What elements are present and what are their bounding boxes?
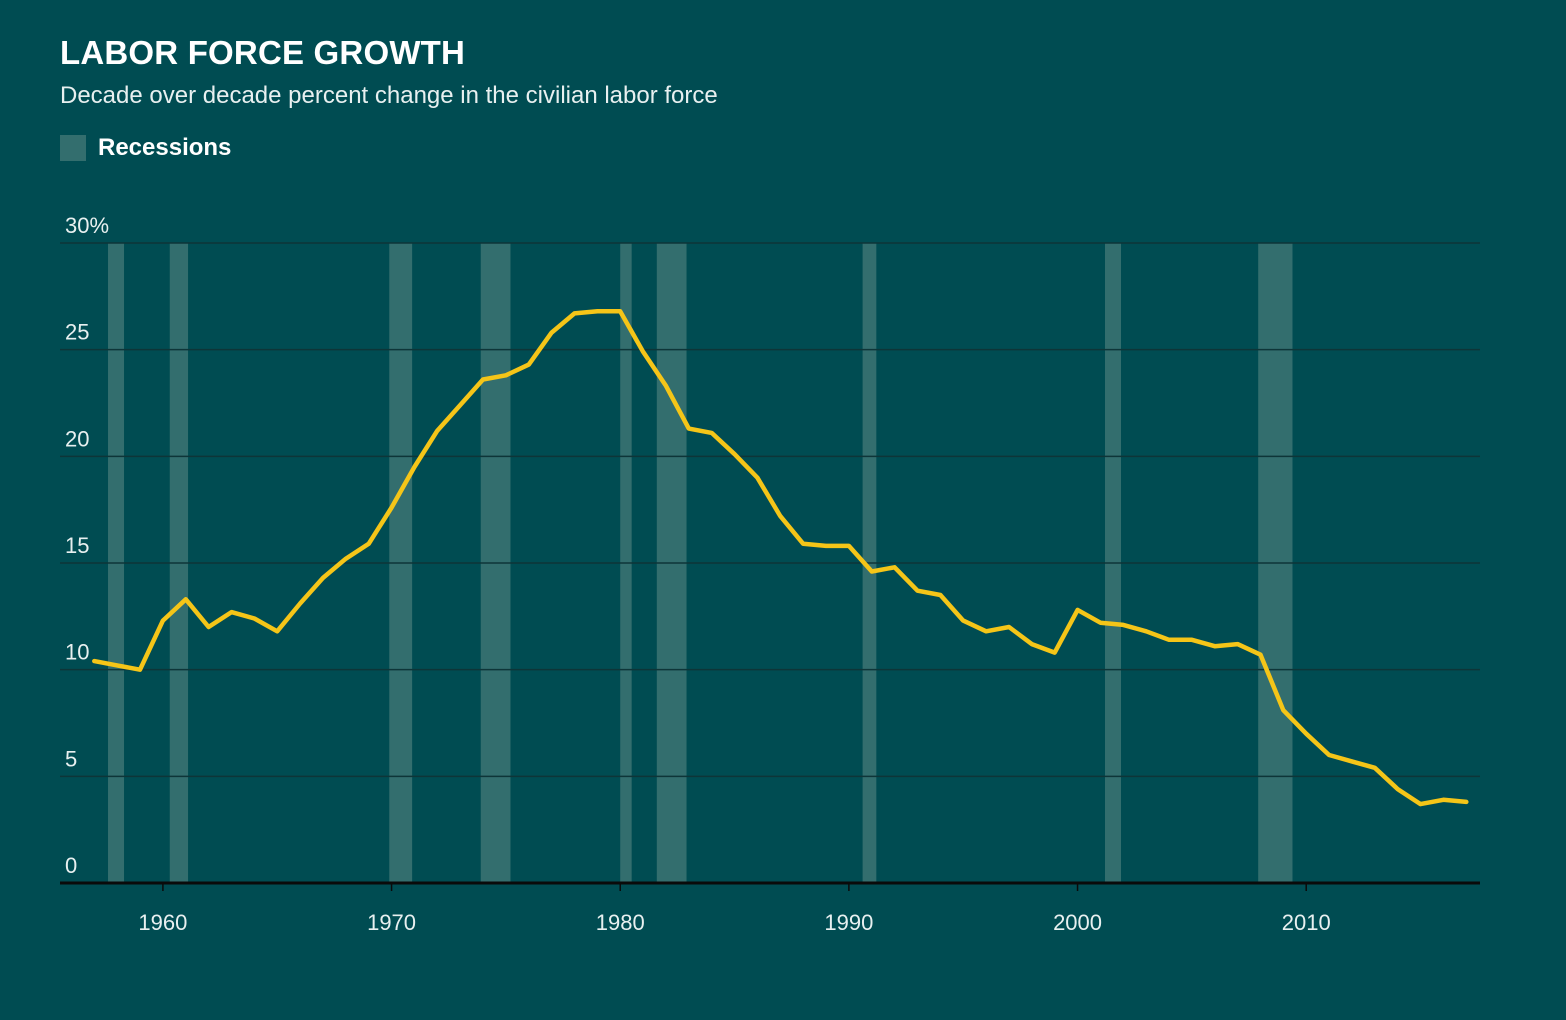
- x-tick-label-1980: 1980: [596, 910, 645, 935]
- y-tick-label-0: 0: [65, 853, 77, 878]
- y-axis-ticks: 0 5 10 15 20 25 30%: [65, 213, 109, 878]
- x-tick-label-2010: 2010: [1282, 910, 1331, 935]
- x-tick-label-1990: 1990: [824, 910, 873, 935]
- legend-label-recessions: Recessions: [98, 134, 232, 161]
- legend: Recessions: [60, 134, 231, 162]
- x-tick-label-1970: 1970: [367, 910, 416, 935]
- chart-subtitle: Decade over decade percent change in the…: [60, 82, 718, 109]
- y-tick-label-30: 30%: [65, 213, 109, 238]
- recession-swatch: [60, 135, 86, 161]
- x-axis-ticks: 1960 1970 1980 1990 2000 2010: [138, 883, 1331, 935]
- y-tick-label-10: 10: [65, 640, 89, 665]
- y-tick-label-20: 20: [65, 426, 89, 451]
- y-tick-label-25: 25: [65, 320, 89, 345]
- x-tick-label-2000: 2000: [1053, 910, 1102, 935]
- y-tick-label-5: 5: [65, 746, 77, 771]
- series-line-0: [92, 309, 1469, 807]
- chart-title: LABOR FORCE GROWTH: [60, 34, 466, 71]
- gridlines: [60, 242, 1480, 885]
- series-lines: [92, 309, 1469, 807]
- y-tick-label-15: 15: [65, 533, 89, 558]
- x-tick-label-1960: 1960: [138, 910, 187, 935]
